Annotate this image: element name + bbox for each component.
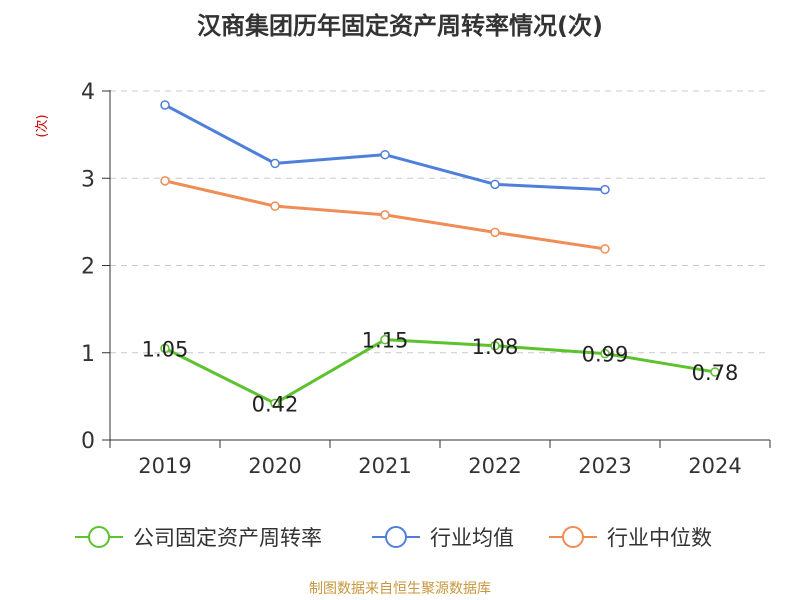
data-point bbox=[270, 201, 280, 211]
series-lines bbox=[160, 100, 720, 409]
y-tick-label: 2 bbox=[81, 255, 95, 280]
x-tick-label: 2021 bbox=[358, 454, 411, 478]
legend-swatch-marker bbox=[88, 526, 110, 548]
x-tick-label: 2024 bbox=[688, 454, 741, 478]
y-tick-label: 0 bbox=[81, 429, 95, 454]
legend-swatch-marker bbox=[562, 526, 584, 548]
x-tick-label: 2019 bbox=[138, 454, 191, 478]
y-axis-label: (次) bbox=[34, 114, 50, 137]
axes: 0 1 2 3 4 2019 2020 2021 2022 2023 2024 bbox=[81, 80, 771, 478]
data-label: 1.08 bbox=[472, 335, 519, 359]
legend[interactable]: 公司固定资产周转率 行业均值 行业中位数 bbox=[75, 526, 712, 550]
data-point bbox=[270, 398, 280, 409]
data-point bbox=[490, 341, 500, 351]
data-point bbox=[490, 227, 500, 238]
data-point bbox=[490, 179, 500, 190]
data-label: 0.42 bbox=[252, 392, 299, 416]
series-line bbox=[164, 103, 606, 192]
data-point bbox=[380, 149, 390, 160]
legend-label: 行业均值 bbox=[430, 526, 514, 550]
y-tick-label: 3 bbox=[81, 167, 95, 192]
data-label: 0.99 bbox=[582, 343, 629, 367]
data-point bbox=[160, 176, 170, 186]
source-note: 制图数据来自恒生聚源数据库 bbox=[309, 581, 491, 597]
gridlines bbox=[110, 90, 770, 354]
legend-label: 公司固定资产周转率 bbox=[133, 526, 322, 550]
x-tick-label: 2020 bbox=[248, 454, 301, 478]
x-tick-label: 2022 bbox=[468, 454, 521, 478]
data-label: 0.78 bbox=[692, 361, 739, 385]
data-point bbox=[380, 334, 390, 345]
y-tick-label: 1 bbox=[81, 342, 95, 367]
y-tick-label: 4 bbox=[81, 80, 95, 105]
series-line bbox=[164, 338, 716, 405]
data-point bbox=[160, 343, 170, 354]
data-point bbox=[270, 158, 280, 169]
data-point bbox=[600, 184, 610, 195]
legend-swatch-marker bbox=[385, 526, 407, 548]
data-label: 1.15 bbox=[362, 329, 409, 353]
data-point bbox=[160, 100, 170, 110]
legend-label: 行业中位数 bbox=[607, 526, 712, 550]
data-point bbox=[600, 348, 610, 359]
data-point bbox=[600, 244, 610, 254]
chart-title: 汉商集团历年固定资产周转率情况(次) bbox=[197, 12, 603, 40]
data-label: 1.05 bbox=[142, 337, 189, 361]
data-labels: 1.05 0.42 1.15 1.08 0.99 0.78 bbox=[142, 329, 739, 417]
data-point bbox=[380, 210, 390, 220]
x-tick-label: 2023 bbox=[578, 454, 631, 478]
data-point bbox=[710, 367, 720, 377]
